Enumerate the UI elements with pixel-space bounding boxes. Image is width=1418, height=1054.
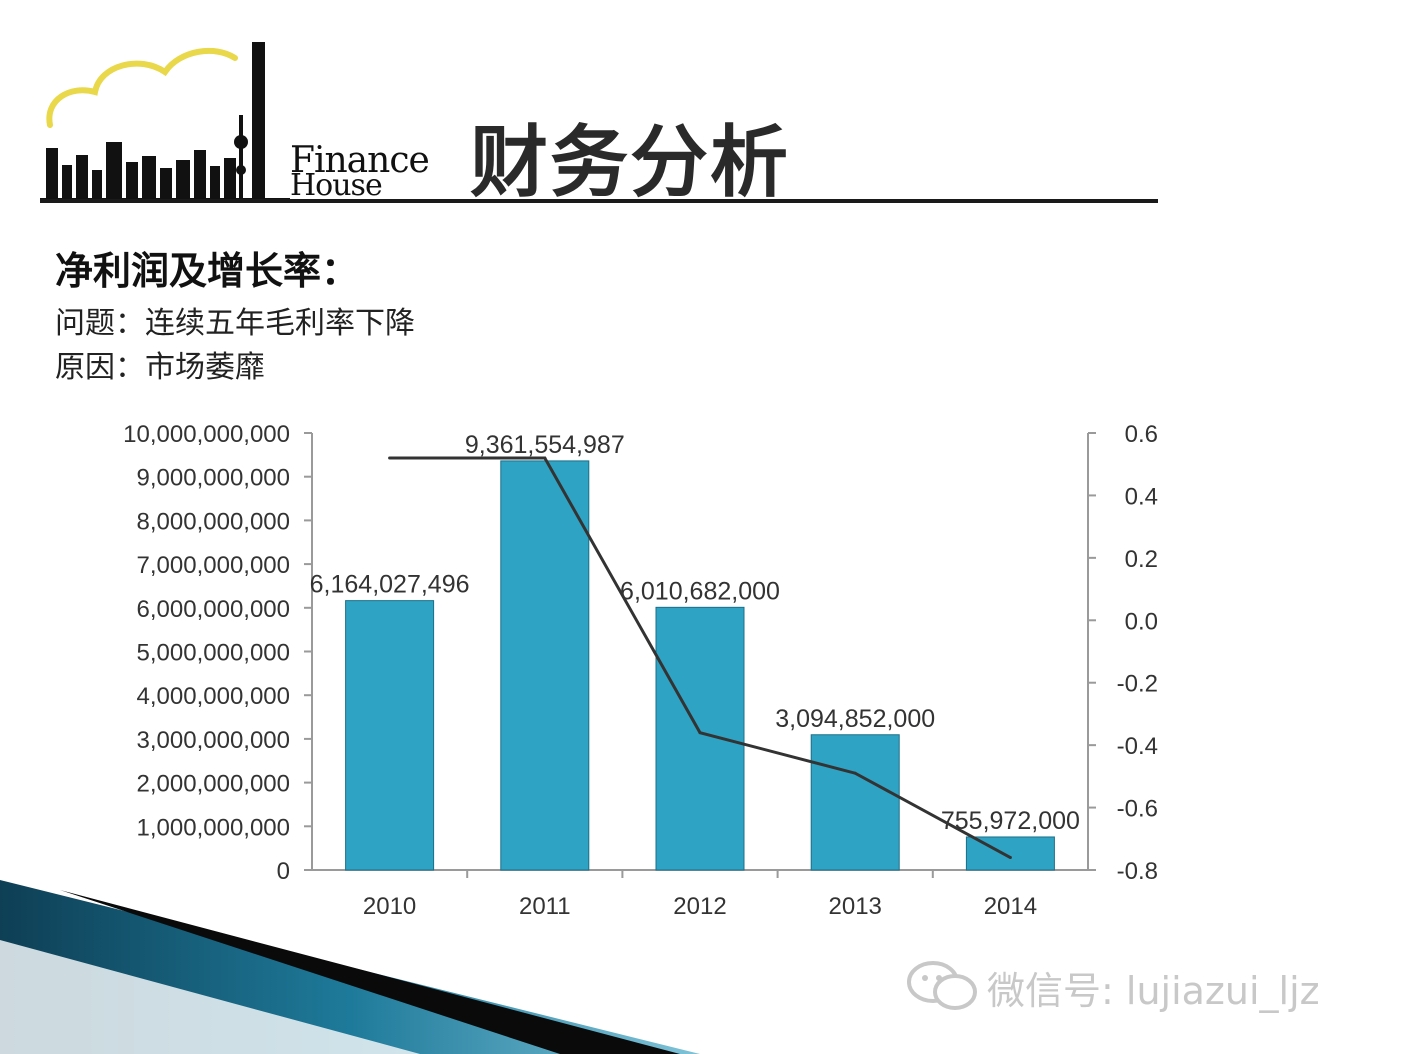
right-tick-label: -0.4 — [1117, 733, 1158, 760]
left-tick-label: 5,000,000,000 — [137, 640, 290, 667]
growth-rate-point — [698, 731, 702, 735]
x-tick-label: 2014 — [984, 893, 1037, 920]
title-divider — [40, 199, 1158, 203]
right-tick-label: -0.6 — [1117, 796, 1158, 823]
growth-rate-point — [1008, 856, 1012, 860]
right-tick-label: 0.6 — [1125, 421, 1158, 448]
reason-text: 原因：市场萎靡 — [55, 350, 265, 385]
right-tick-label: 0.2 — [1125, 546, 1158, 573]
data-label-2011: 9,361,554,987 — [465, 431, 625, 459]
bar-2011 — [500, 460, 590, 871]
x-tick-label: 2010 — [363, 893, 416, 920]
left-tick-label: 2,000,000,000 — [137, 771, 290, 798]
growth-rate-point — [388, 456, 392, 460]
decorative-swoosh — [0, 880, 700, 1054]
logo-house-text: House — [290, 168, 383, 203]
left-tick-label: 10,000,000,000 — [123, 421, 290, 448]
x-tick-label: 2013 — [829, 893, 882, 920]
data-label-2013: 3,094,852,000 — [775, 705, 935, 733]
left-tick-label: 1,000,000,000 — [137, 814, 290, 841]
left-tick-label: 3,000,000,000 — [137, 727, 290, 754]
left-tick-label: 8,000,000,000 — [137, 508, 290, 535]
bar-2010 — [345, 600, 435, 871]
section-heading: 净利润及增长率： — [55, 249, 360, 293]
bar-2013 — [810, 734, 900, 871]
right-tick-label: -0.2 — [1117, 671, 1158, 698]
net-profit-chart: 0 1,000,000,000 2,000,000,000 3,000,000,000… — [123, 421, 1158, 920]
left-tick-label: 4,000,000,000 — [137, 683, 290, 710]
left-tick-label: 0 — [277, 858, 290, 885]
wechat-icon — [907, 961, 977, 1010]
watermark-text: 微信号: lujiazui_ljz — [987, 969, 1320, 1013]
page-title: 财务分析 — [470, 118, 791, 208]
right-tick-label: -0.8 — [1117, 858, 1158, 885]
left-tick-label: 6,000,000,000 — [137, 596, 290, 623]
lujiazui-logo — [40, 42, 290, 203]
growth-rate-point — [543, 456, 547, 460]
right-tick-label: 0.0 — [1125, 608, 1158, 635]
data-label-2012: 6,010,682,000 — [620, 577, 780, 605]
left-tick-label: 7,000,000,000 — [137, 552, 290, 579]
data-label-2010: 6,164,027,496 — [310, 571, 470, 599]
growth-rate-point — [853, 771, 857, 775]
left-tick-label: 9,000,000,000 — [137, 465, 290, 492]
right-tick-label: 0.4 — [1125, 483, 1158, 510]
x-tick-label: 2011 — [519, 893, 571, 920]
bar-2012 — [655, 606, 745, 871]
logo-finance-text: Finance — [290, 140, 430, 181]
problem-text: 问题：连续五年毛利率下降 — [55, 306, 415, 341]
data-label-2014: 755,972,000 — [941, 807, 1080, 835]
x-tick-label: 2012 — [673, 893, 726, 920]
